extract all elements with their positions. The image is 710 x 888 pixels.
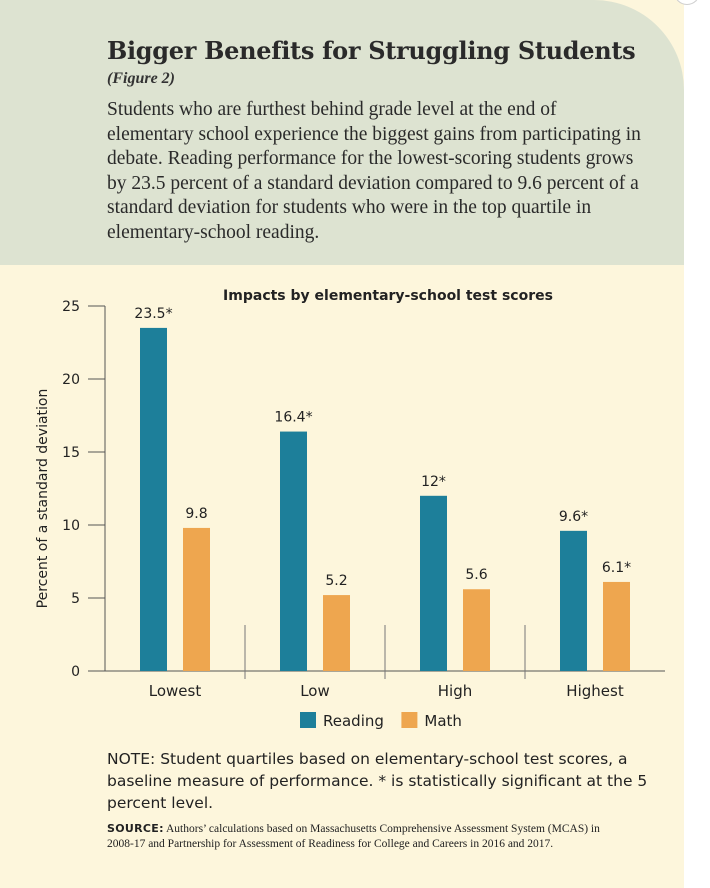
data-label: 5.2 — [325, 573, 347, 589]
x-category-label: High — [438, 682, 472, 700]
y-tick-label: 10 — [62, 518, 80, 534]
legend-swatch-math — [401, 712, 418, 728]
data-label: 9.8 — [185, 506, 207, 522]
figure-card: Bigger Benefits for Struggling Students … — [0, 0, 684, 888]
data-label: 9.6* — [559, 509, 588, 525]
bar-reading — [280, 431, 307, 671]
chart-source: SOURCE: Authors’ calculations based on M… — [107, 822, 627, 851]
figure-description: Students who are furthest behind grade l… — [107, 99, 641, 243]
y-axis-label: Percent of a standard deviation — [35, 389, 51, 609]
figure-title: Bigger Benefits for Struggling Students — [107, 36, 636, 65]
y-tick-label: 15 — [62, 445, 80, 461]
header-panel: Bigger Benefits for Struggling Students … — [0, 0, 684, 265]
source-text: Authors’ calculations based on Massachus… — [107, 823, 600, 850]
y-tick-label: 20 — [62, 372, 80, 388]
source-label: SOURCE: — [107, 822, 164, 835]
data-label: 5.6 — [465, 567, 487, 583]
bar-math — [183, 527, 210, 671]
bar-math — [603, 581, 630, 671]
data-label: 6.1* — [602, 560, 631, 576]
bar-chart: Impacts by elementary-school test scores… — [35, 288, 665, 730]
bar-reading — [140, 327, 167, 671]
legend-swatch-reading — [300, 712, 316, 728]
x-category-label: Low — [300, 682, 330, 700]
y-tick-label: 0 — [71, 664, 80, 680]
y-tick-label: 25 — [62, 299, 80, 315]
y-tick-label: 5 — [71, 591, 80, 607]
legend-label-reading: Reading — [323, 712, 384, 730]
x-category-label: Lowest — [149, 682, 202, 700]
data-label: 12* — [421, 474, 446, 490]
bar-math — [323, 595, 350, 671]
figure-number: (Figure 2) — [107, 70, 175, 87]
bar-math — [463, 589, 490, 671]
bar-reading — [420, 495, 447, 671]
chart-title: Impacts by elementary-school test scores — [223, 288, 553, 304]
legend-label-math: Math — [424, 712, 462, 730]
chart-note: NOTE: Student quartiles based on element… — [107, 750, 648, 812]
data-label: 23.5* — [134, 306, 172, 322]
data-label: 16.4* — [274, 410, 312, 426]
x-category-label: Highest — [566, 682, 624, 700]
bar-reading — [560, 530, 587, 671]
